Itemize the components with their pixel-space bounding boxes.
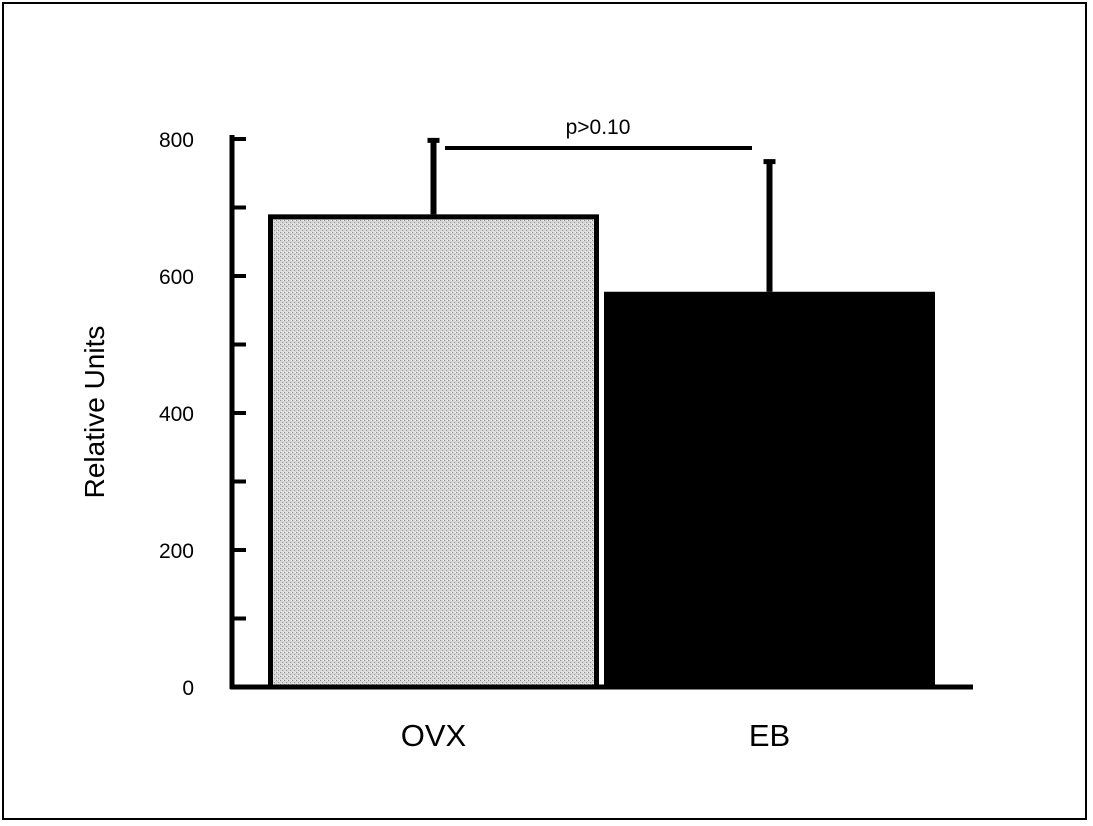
- bar-ovx: [268, 214, 599, 690]
- x-tick-label-ovx: OVX: [401, 718, 467, 753]
- x-tick-label-eb: EB: [749, 718, 790, 753]
- y-tick-label-0: 0: [182, 677, 194, 700]
- y-tick-label-400: 400: [159, 403, 194, 426]
- y-tick-label-800: 800: [159, 129, 194, 152]
- y-tick-label-200: 200: [159, 540, 194, 563]
- y-axis-label: Relative Units: [79, 326, 110, 499]
- bar-eb: [604, 291, 935, 690]
- y-tick-label-600: 600: [159, 266, 194, 289]
- significance-label: p>0.10: [566, 116, 631, 139]
